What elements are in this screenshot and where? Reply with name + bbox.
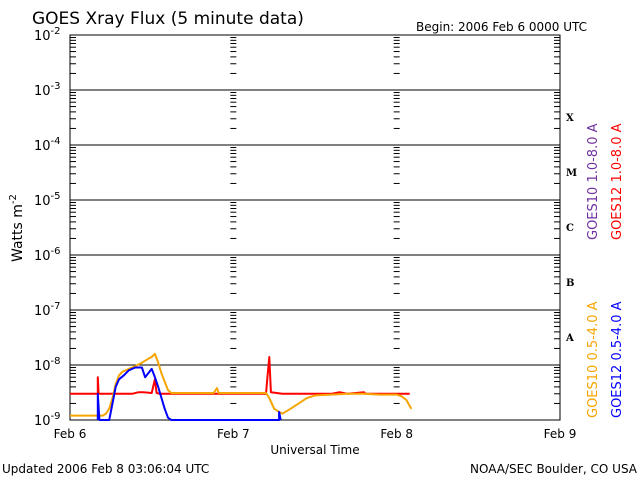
y-tick-exponent: -9	[51, 411, 61, 422]
flare-class-b: B	[566, 278, 574, 289]
y-tick-exponent: -7	[51, 301, 61, 312]
y-axis-label-sup: -2	[8, 194, 19, 204]
y-tick-exponent: -8	[51, 356, 61, 367]
y-tick-exponent: -4	[51, 136, 61, 147]
flare-class-a: A	[565, 333, 574, 344]
begin-label: Begin: 2006 Feb 6 0000 UTC	[416, 20, 587, 34]
y-tick-base: 10	[34, 304, 51, 319]
plot-frame	[69, 34, 561, 421]
y-tick-label: 10-7	[34, 301, 61, 319]
legend-entry: GOES10 1.0-8.0 A	[586, 123, 601, 240]
y-tick-label: 10-2	[34, 26, 61, 44]
y-tick-exponent: -5	[51, 191, 61, 202]
series-line-goes12-1-0-8-0-a	[70, 356, 410, 395]
y-tick-base: 10	[34, 139, 51, 154]
flare-class-labels: A B C M X	[565, 113, 577, 344]
y-tick-label: 10-6	[34, 246, 61, 264]
x-tick-label: Feb 9	[544, 427, 577, 441]
y-tick-base: 10	[34, 359, 51, 374]
legend-bottom: GOES10 0.5-4.0 A GOES12 0.5-4.0 A	[586, 301, 625, 418]
y-tick-base: 10	[34, 249, 51, 264]
series-lines	[70, 352, 413, 421]
series-line-goes10-0-5-4-0-a	[70, 352, 413, 417]
grid	[70, 37, 560, 421]
x-tick-label: Feb 6	[54, 427, 87, 441]
y-tick-label: 10-5	[34, 191, 61, 209]
x-axis-ticks: Feb 6 Feb 7 Feb 8 Feb 9	[54, 427, 577, 441]
y-tick-base: 10	[34, 29, 51, 44]
flare-class-m: M	[566, 168, 577, 179]
x-axis-label: Universal Time	[270, 443, 359, 457]
flare-class-x: X	[566, 113, 574, 124]
legend-entry: GOES12 1.0-8.0 A	[610, 123, 625, 240]
legend-right: GOES10 1.0-8.0 A GOES12 1.0-8.0 A	[586, 123, 625, 240]
y-axis-label-text: Watts m	[10, 204, 26, 262]
y-axis-ticks: 10-910-810-710-610-510-410-310-2	[34, 26, 560, 429]
y-tick-label: 10-9	[34, 411, 61, 429]
y-tick-label: 10-3	[34, 81, 61, 99]
y-tick-base: 10	[34, 84, 51, 99]
y-tick-exponent: -3	[51, 81, 61, 92]
flare-class-c: C	[566, 223, 574, 234]
y-tick-exponent: -2	[51, 26, 61, 37]
y-tick-label: 10-8	[34, 356, 61, 374]
legend-entry: GOES10 0.5-4.0 A	[586, 301, 601, 418]
legend-entry: GOES12 0.5-4.0 A	[610, 301, 625, 418]
y-axis-label: Watts m-2	[8, 194, 26, 262]
chart-title: GOES Xray Flux (5 minute data)	[32, 9, 304, 29]
y-tick-label: 10-4	[34, 136, 61, 154]
updated-label: Updated 2006 Feb 8 03:06:04 UTC	[2, 462, 209, 476]
x-tick-label: Feb 7	[217, 427, 250, 441]
x-tick-label: Feb 8	[380, 427, 413, 441]
y-tick-base: 10	[34, 414, 51, 429]
source-label: NOAA/SEC Boulder, CO USA	[470, 462, 638, 476]
y-tick-exponent: -6	[51, 246, 61, 257]
y-tick-base: 10	[34, 194, 51, 209]
series-line-goes12-0-5-4-0-a	[96, 366, 282, 421]
